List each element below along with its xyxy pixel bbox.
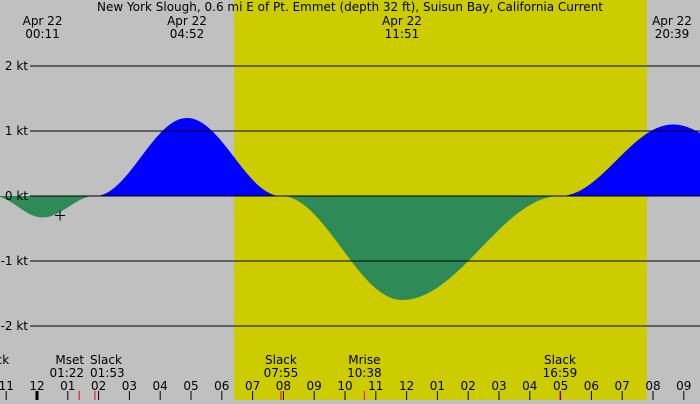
event-time: 10:38	[347, 366, 382, 380]
y-tick-label: -2 kt	[1, 319, 29, 333]
extreme-time: 00:11	[25, 27, 60, 41]
ebb-area	[0, 196, 700, 300]
hour-tick-label: 05	[553, 379, 568, 393]
event-label: Slack	[265, 353, 297, 367]
hour-tick-label: 01	[60, 379, 75, 393]
hour-tick-label: 09	[307, 379, 322, 393]
y-tick-label: -1 kt	[1, 254, 29, 268]
hour-tick-label: 11	[0, 379, 14, 393]
hour-tick-label: 08	[645, 379, 660, 393]
extreme-date: Apr 22	[23, 14, 63, 28]
event-label: Mset	[55, 353, 84, 367]
hour-tick-label: 10	[337, 379, 352, 393]
event-label: Mrise	[348, 353, 380, 367]
hour-tick-label: 07	[245, 379, 260, 393]
y-tick-label: 1 kt	[5, 124, 28, 138]
hour-tick-label: 07	[615, 379, 630, 393]
hour-tick-label: 02	[461, 379, 476, 393]
extreme-time: 11:51	[385, 27, 420, 41]
hour-tick-label: 11	[368, 379, 383, 393]
extreme-time: 20:39	[655, 27, 690, 41]
extreme-time: 04:52	[170, 27, 205, 41]
extreme-date: Apr 22	[652, 14, 692, 28]
flood-area	[0, 118, 700, 196]
event-label: Slack	[544, 353, 576, 367]
hour-tick-label: 02	[91, 379, 106, 393]
y-tick-label: 0 kt	[5, 189, 28, 203]
hour-tick-label: 01	[430, 379, 445, 393]
hour-tick-label: 05	[183, 379, 198, 393]
y-tick-label: 2 kt	[5, 59, 28, 73]
hour-tick-label: 04	[522, 379, 537, 393]
extreme-date: Apr 22	[382, 14, 422, 28]
event-label: Slack	[0, 353, 9, 367]
hour-tick-label: 04	[153, 379, 168, 393]
event-time: 01:53	[90, 366, 125, 380]
hour-tick-label: 06	[584, 379, 599, 393]
event-time: 07:55	[264, 366, 299, 380]
hour-tick-label: 09	[676, 379, 691, 393]
hour-tick-label: 03	[122, 379, 137, 393]
event-time: 01:22	[49, 366, 84, 380]
hour-tick-label: 08	[276, 379, 291, 393]
hour-tick-label: 12	[399, 379, 414, 393]
hour-tick-label: 03	[491, 379, 506, 393]
event-label: Slack	[90, 353, 122, 367]
hour-tick-label: 06	[214, 379, 229, 393]
current-time-marker	[55, 210, 66, 221]
event-time: 35	[0, 366, 1, 380]
chart-title: New York Slough, 0.6 mi E of Pt. Emmet (…	[97, 0, 603, 14]
hour-tick-label: 12	[29, 379, 44, 393]
extreme-date: Apr 22	[167, 14, 207, 28]
event-time: 16:59	[543, 366, 578, 380]
